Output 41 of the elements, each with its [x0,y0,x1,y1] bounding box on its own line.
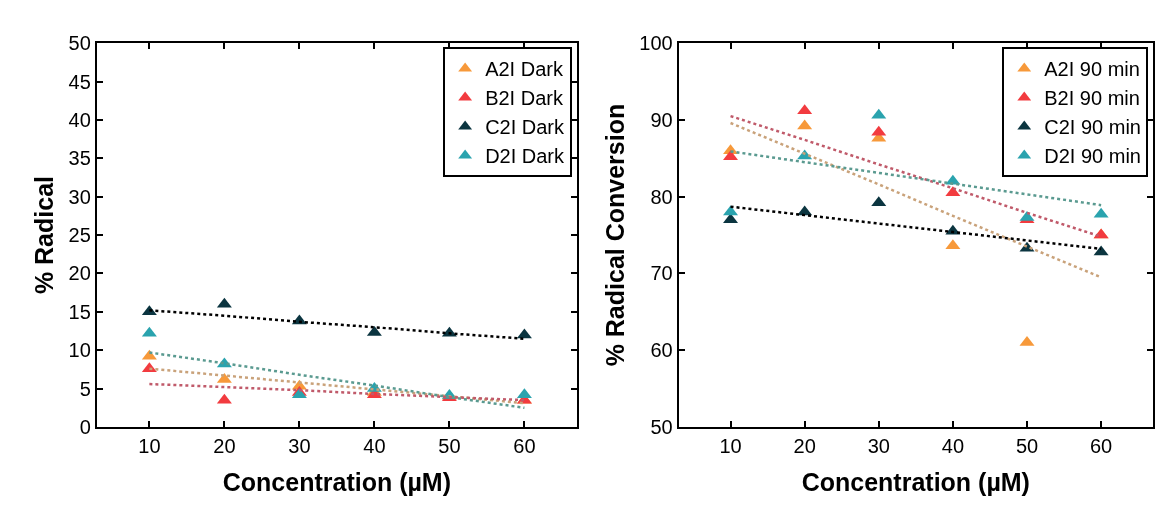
y-tick-label: 40 [68,108,91,131]
legend-label: D2I Dark [485,145,566,168]
legend-label: C2I Dark [485,116,566,139]
y-tick-label: 30 [68,185,91,208]
x-axis-title: Concentration (µM) [222,468,452,497]
y-tick-label: 25 [68,224,91,247]
y-tick-label: 0 [79,416,91,438]
y-tick-label: 20 [68,262,91,285]
x-tick-label: 30 [288,435,311,457]
y-tick-label: 10 [68,339,91,362]
legend-label: A2I 90 min [1044,58,1140,81]
legend-label: C2I 90 min [1044,116,1141,139]
y-tick-label: 90 [650,108,673,131]
x-tick-label: 20 [213,435,236,457]
legend-label: D2I 90 min [1044,145,1141,168]
legend-label: A2I Dark [485,58,564,81]
legend-label: B2I Dark [485,87,564,110]
x-tick-label: 10 [138,435,161,457]
y-tick-label: 45 [68,70,91,93]
y-tick-label: 100 [639,32,673,55]
x-tick-label: 20 [793,435,816,457]
x-tick-label: 60 [513,435,536,457]
legend-label: B2I 90 min [1044,87,1140,110]
y-tick-label: 80 [650,185,673,208]
y-axis-title: % Radical [29,176,58,295]
x-tick-label: 50 [1015,435,1039,457]
y-tick-label: 70 [650,262,673,285]
y-tick-label: 50 [650,416,673,438]
y-tick-label: 15 [68,300,91,323]
y-axis-title: % Radical Conversion [600,103,629,367]
y-tick-label: 50 [68,32,91,55]
x-tick-label: 50 [438,435,461,457]
x-tick-label: 60 [1089,435,1113,457]
x-axis-title: Concentration (µM) [801,468,1030,497]
x-tick-label: 10 [719,435,742,457]
y-tick-label: 5 [79,377,91,400]
x-tick-label: 40 [363,435,386,457]
x-tick-label: 30 [867,435,890,457]
y-tick-label: 35 [68,147,91,170]
y-tick-label: 60 [650,339,673,362]
x-tick-label: 40 [941,435,965,457]
